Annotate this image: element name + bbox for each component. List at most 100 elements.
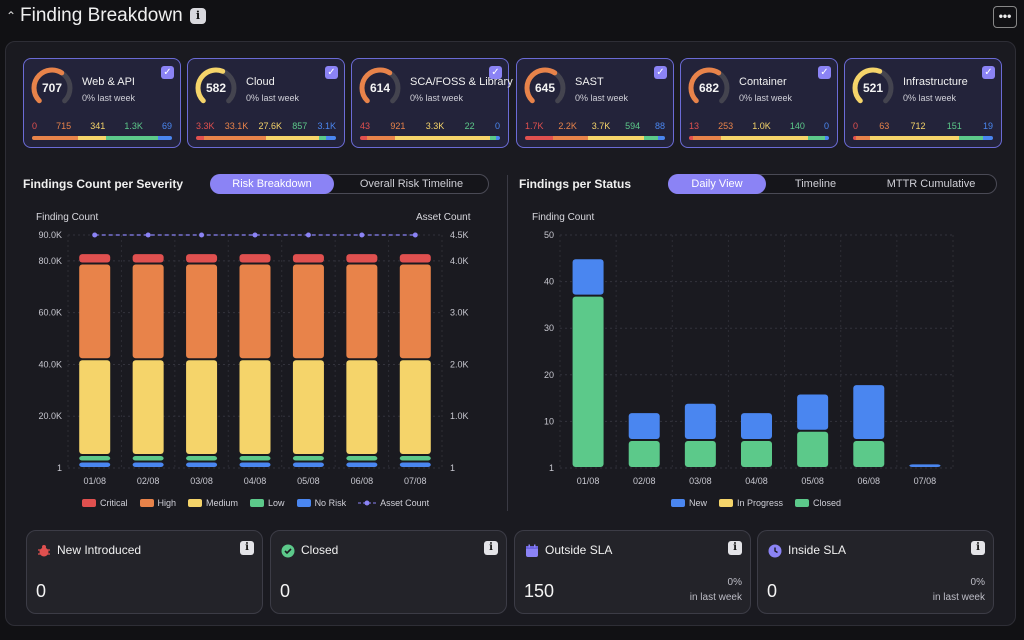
severity-segment: [658, 136, 665, 140]
stat-card[interactable]: Outside SLA i 150 0% in last week: [514, 530, 751, 614]
severity-count: 0: [32, 121, 38, 131]
y2-tick-label: 1.0K: [450, 411, 469, 421]
severity-segment: [869, 136, 960, 140]
legend-label: Low: [268, 498, 285, 508]
y2-tick-label: 1: [450, 463, 455, 473]
legend-item[interactable]: High: [139, 498, 176, 508]
legend-item[interactable]: Low: [250, 498, 285, 508]
bar-segment-low: [79, 456, 111, 461]
tab-risk-breakdown[interactable]: Risk Breakdown: [210, 174, 334, 194]
info-icon[interactable]: i: [728, 541, 742, 555]
legend-item[interactable]: Medium: [188, 498, 238, 508]
legend-label: Medium: [206, 498, 239, 508]
bar-segment-high: [239, 264, 271, 359]
tab-timeline[interactable]: Timeline: [794, 178, 837, 190]
card-total: 707: [41, 81, 63, 95]
more-options-button[interactable]: •••: [993, 6, 1017, 28]
checkbox-checked-icon[interactable]: ✓: [489, 66, 502, 79]
info-icon[interactable]: i: [971, 541, 985, 555]
calendar-icon: [526, 544, 538, 557]
bar-segment-new: [797, 394, 829, 430]
category-card[interactable]: 582 Cloud 0% last week ✓ 3.3K 33.1K 27.6K 85…: [187, 58, 345, 148]
severity-count: 0: [823, 121, 829, 131]
severity-count: 140: [789, 121, 805, 131]
checkbox-checked-icon[interactable]: ✓: [654, 66, 667, 79]
severity-count: 594: [625, 121, 641, 131]
category-card[interactable]: 682 Container 0% last week ✓ 13 253 1.0K 140…: [680, 58, 838, 148]
bar-segment-medium: [399, 360, 431, 455]
checkbox-checked-icon[interactable]: ✓: [161, 66, 174, 79]
bar-segment-critical: [79, 254, 111, 263]
stat-card[interactable]: Inside SLA i 0 0% in last week: [757, 530, 994, 614]
severity-segment: [319, 136, 327, 140]
category-card[interactable]: 645 SAST 0% last week ✓ 1.7K 2.2K 3.7K 594 88: [516, 58, 674, 148]
stat-card[interactable]: New Introduced i 0: [26, 530, 263, 614]
check-circle-icon: [281, 544, 295, 558]
bug-icon: [38, 545, 50, 557]
bar-segment-low: [132, 456, 164, 461]
bar-segment-no-risk: [132, 462, 164, 467]
checkbox-checked-icon[interactable]: ✓: [982, 66, 995, 79]
tab-daily-view[interactable]: Daily View: [668, 174, 766, 194]
severity-count: 921: [390, 121, 406, 131]
chevron-up-icon[interactable]: ⌃: [6, 9, 17, 23]
bar-segment-new: [628, 413, 660, 440]
checkbox-checked-icon[interactable]: ✓: [325, 66, 338, 79]
legend-swatch: [296, 499, 311, 507]
asset-count-point: [252, 232, 258, 238]
legend-label: Critical: [100, 498, 128, 508]
severity-count: 715: [56, 121, 72, 131]
severity-y2-axis-title: Asset Count: [416, 212, 471, 223]
stat-title: Outside SLA: [545, 543, 613, 557]
bar-segment-no-risk: [79, 462, 111, 467]
severity-segment: [721, 136, 808, 140]
severity-count: 3.3K: [425, 121, 445, 131]
bar-segment-low: [346, 456, 378, 461]
severity-segment: [553, 136, 588, 140]
severity-view-toggle: Risk Breakdown Overall Risk Timeline: [210, 174, 489, 194]
severity-segment: [983, 136, 993, 140]
card-change: 0% last week: [575, 93, 629, 103]
severity-count: 857: [292, 121, 308, 131]
legend-label: Closed: [813, 498, 842, 508]
y2-tick-label: 4.0K: [450, 256, 469, 266]
severity-count: 1.0K: [752, 121, 771, 131]
tab-mttr-cumulative[interactable]: MTTR Cumulative: [886, 178, 976, 190]
legend-item[interactable]: New: [671, 498, 707, 508]
category-card[interactable]: 707 Web & API 0% last week ✓ 0 715 341 1.3K 6…: [23, 58, 181, 148]
legend-item[interactable]: Critical: [82, 498, 128, 508]
category-card[interactable]: 614 SCA/FOSS & Library 0% last week ✓ 43 9…: [351, 58, 513, 148]
y-tick-label: 40.0K: [38, 359, 62, 369]
y-tick-label: 1: [57, 463, 62, 473]
bar-segment-new: [853, 385, 885, 440]
severity-counts: 13 253 1.0K 140 0: [689, 121, 829, 131]
category-card[interactable]: 521 Infrastructure 0% last week ✓ 0 63 712 1…: [844, 58, 1002, 148]
tab-overall-risk-timeline[interactable]: Overall Risk Timeline: [359, 178, 464, 190]
info-icon[interactable]: i: [190, 8, 206, 24]
asset-count-point: [199, 232, 205, 238]
legend-item[interactable]: In Progress: [719, 498, 783, 508]
severity-segment: [588, 136, 644, 140]
legend-swatch: [719, 499, 734, 507]
bar-segment-low: [239, 456, 271, 461]
bar-segment-critical: [399, 254, 431, 263]
stat-value: 150: [524, 581, 555, 601]
stat-value: 0: [280, 581, 291, 601]
checkbox-checked-icon[interactable]: ✓: [818, 66, 831, 79]
severity-segment: [855, 136, 870, 140]
legend-item[interactable]: No Risk: [296, 498, 346, 508]
x-tick-label: 06/08: [858, 476, 881, 486]
stat-period: in last week: [932, 592, 985, 603]
section-divider: [507, 175, 508, 511]
legend-item[interactable]: Asset Count: [358, 498, 429, 508]
asset-count-point: [359, 232, 365, 238]
bar-segment-new: [572, 259, 604, 295]
info-icon[interactable]: i: [484, 541, 498, 555]
status-section-title: Findings per Status: [519, 177, 632, 191]
bar-segment-high: [79, 264, 111, 359]
bar-segment-no-risk: [239, 462, 271, 467]
stat-card[interactable]: Closed i 0: [270, 530, 507, 614]
info-icon[interactable]: i: [240, 541, 254, 555]
legend-item[interactable]: Closed: [795, 498, 841, 508]
card-name: Container: [739, 76, 787, 88]
